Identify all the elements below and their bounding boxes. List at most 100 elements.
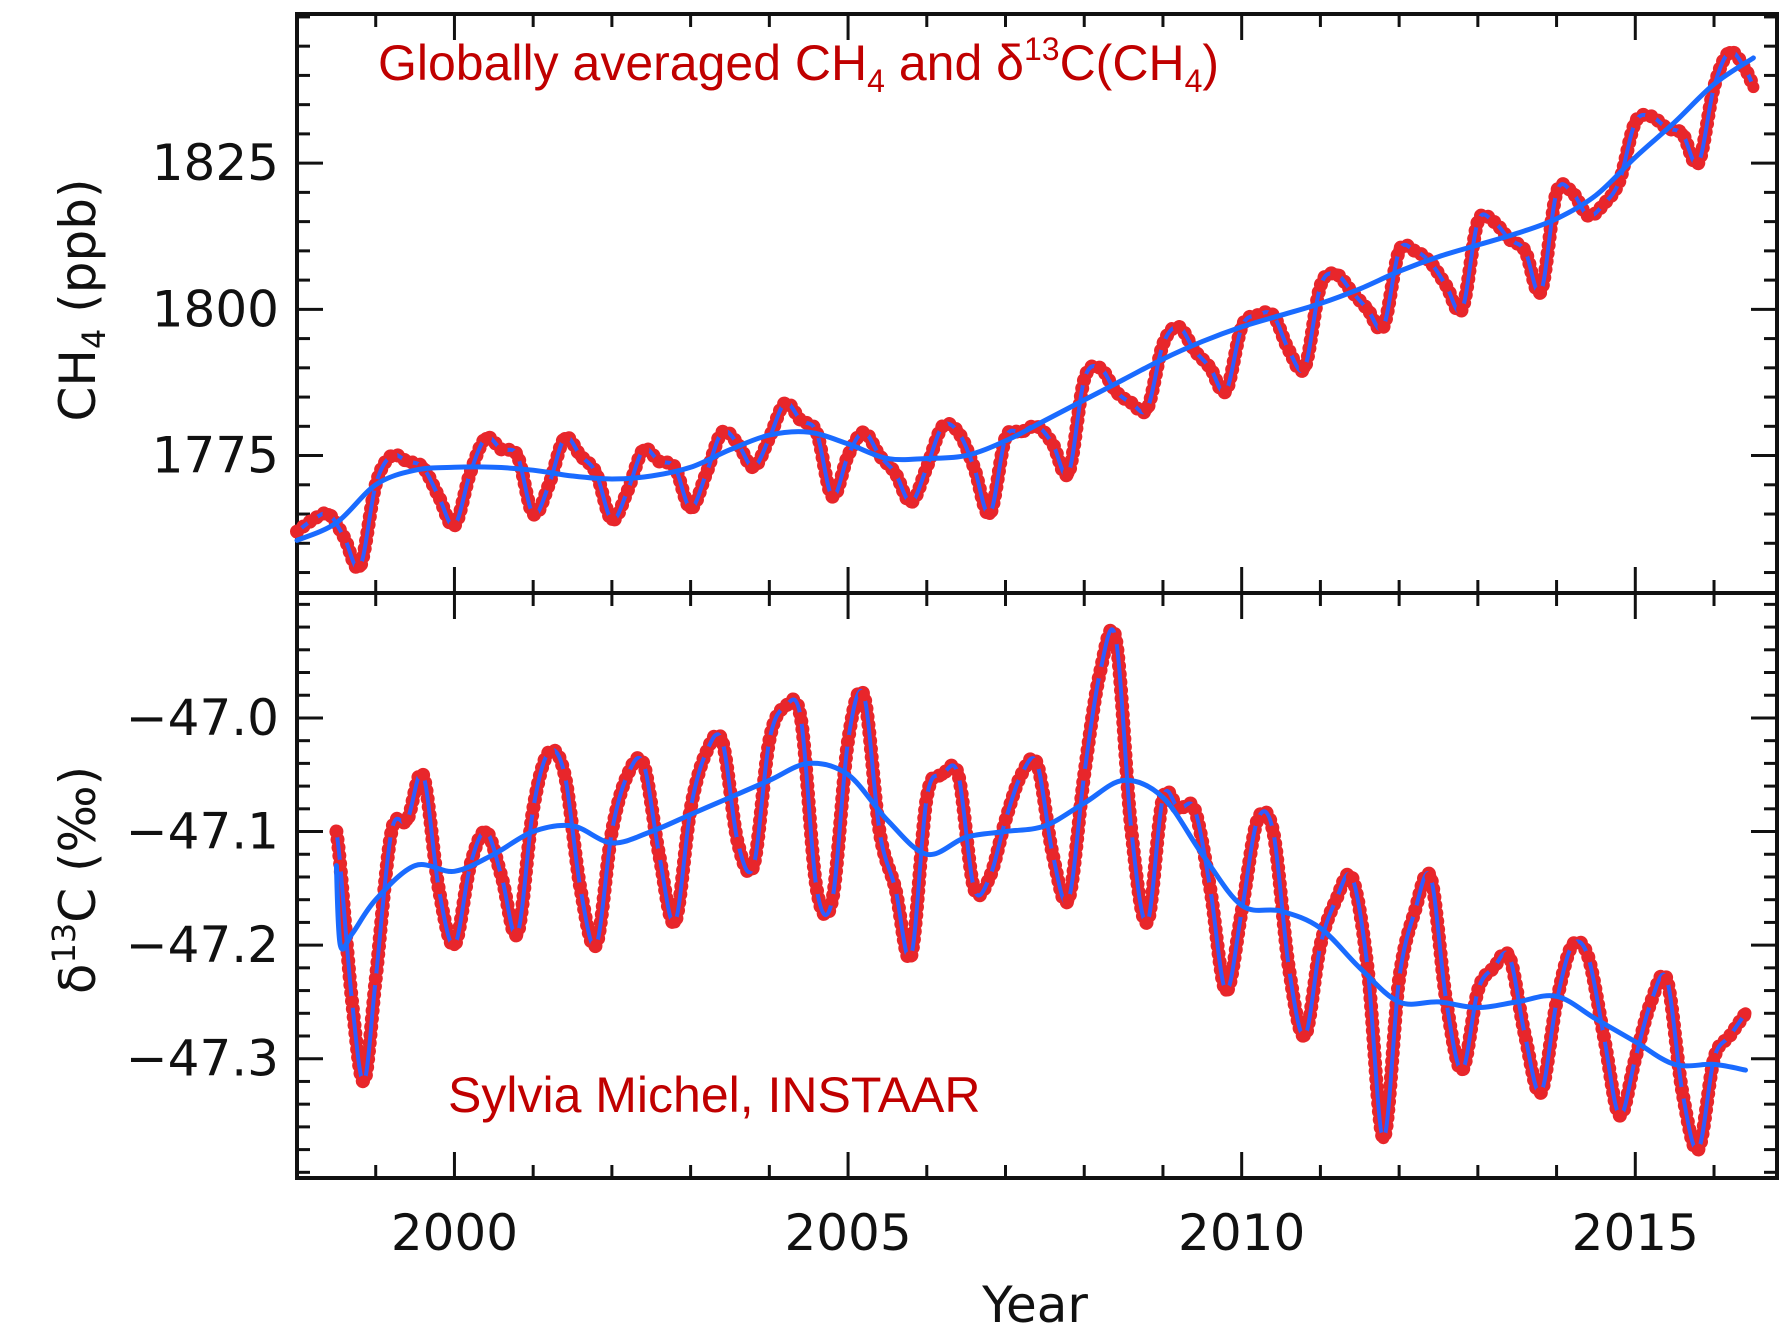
observation-point xyxy=(1282,344,1295,357)
observation-point xyxy=(621,484,634,497)
observation-point xyxy=(716,734,729,747)
observation-point xyxy=(700,467,713,480)
observation-point xyxy=(889,882,902,895)
observation-point xyxy=(826,490,839,503)
y-tick-label: 1775 xyxy=(152,427,279,485)
observation-point xyxy=(542,478,555,491)
y-tick-label: −47.2 xyxy=(126,916,279,974)
observation-point xyxy=(338,531,351,544)
y-tick-label: −47.3 xyxy=(126,1030,279,1088)
observation-point xyxy=(1550,186,1563,199)
observation-point xyxy=(495,443,508,456)
observation-point xyxy=(1723,46,1736,58)
observation-point xyxy=(1157,338,1169,351)
top-y-axis-title-unit: (ppb) xyxy=(49,179,107,329)
observation-point xyxy=(479,825,492,838)
observation-point xyxy=(1062,893,1075,906)
observation-point xyxy=(747,461,760,474)
observation-point xyxy=(1251,814,1264,827)
observation-point xyxy=(432,490,445,503)
observation-point xyxy=(842,449,855,462)
chart-title: Globally averaged CH4 and δ13C(CH4) xyxy=(378,31,1219,99)
observation-point xyxy=(1062,467,1075,480)
observation-point xyxy=(1747,81,1760,94)
observation-point xyxy=(574,882,587,895)
title-mid2: C(CH xyxy=(1060,35,1185,91)
observation-point xyxy=(1393,973,1406,986)
observation-point xyxy=(1141,916,1154,929)
observation-point xyxy=(637,443,650,456)
observation-point xyxy=(1613,1109,1626,1122)
observation-point xyxy=(1219,385,1232,398)
observation-point xyxy=(479,432,492,444)
observation-point xyxy=(1487,215,1500,228)
observation-point xyxy=(794,712,807,724)
observation-point xyxy=(1251,309,1264,322)
observation-point xyxy=(1645,110,1657,123)
bottom-axis-ticks: −47.3 −47.2 −47.1 −47.0 2000 2005 2010 2015 xyxy=(126,593,1777,1262)
observation-point xyxy=(1597,1030,1610,1042)
observations-dots xyxy=(290,44,1761,576)
observation-point xyxy=(1125,825,1138,838)
observation-point xyxy=(417,768,429,781)
observation-point xyxy=(842,734,855,747)
observation-point xyxy=(385,825,398,838)
observation-point xyxy=(1361,303,1374,316)
observation-point xyxy=(432,882,445,895)
observation-point xyxy=(330,825,343,838)
bottom-panel-frame xyxy=(295,591,1779,1180)
bottom-y-axis-title-sup: 13 xyxy=(45,923,83,964)
observation-point xyxy=(574,449,587,462)
observation-point xyxy=(558,432,571,444)
title-sup: 13 xyxy=(1024,31,1060,67)
observation-point xyxy=(653,455,666,468)
observation-point xyxy=(1424,871,1437,883)
observation-point xyxy=(354,560,366,573)
observation-point xyxy=(1031,757,1043,770)
observation-point xyxy=(983,871,996,883)
observation-point xyxy=(889,467,902,480)
observation-point xyxy=(684,502,697,515)
observation-point xyxy=(1204,361,1217,374)
observation-point xyxy=(448,519,461,532)
observation-point xyxy=(1692,1143,1705,1156)
observation-point xyxy=(779,396,792,409)
observation-point xyxy=(401,814,414,827)
bottom-plot-area xyxy=(329,622,1753,1158)
observation-point xyxy=(464,467,477,480)
observation-point xyxy=(1109,385,1122,398)
observation-point xyxy=(291,525,303,538)
trend-line xyxy=(333,760,1748,1073)
y-tick-label: −47.1 xyxy=(126,803,279,861)
observation-point xyxy=(968,882,980,895)
observation-point xyxy=(1219,984,1232,997)
title-sub2: 4 xyxy=(1185,63,1203,99)
observation-point xyxy=(920,461,933,474)
observation-point xyxy=(1141,402,1154,415)
observation-point xyxy=(1676,1086,1689,1099)
y-tick-label: 1800 xyxy=(152,280,279,338)
author-annotation: Sylvia Michel, INSTAAR xyxy=(448,1067,981,1123)
observation-point xyxy=(590,939,603,952)
observation-point xyxy=(920,791,933,804)
observations-line xyxy=(295,49,1756,571)
y-tick-label: −47.0 xyxy=(126,689,279,747)
observation-point xyxy=(1723,1030,1736,1042)
observation-point xyxy=(1314,280,1327,292)
observation-point xyxy=(511,449,524,462)
observation-point xyxy=(763,734,776,747)
observation-point xyxy=(1597,198,1610,211)
observation-point xyxy=(1408,244,1421,257)
observation-point xyxy=(1078,373,1091,386)
observation-point xyxy=(1204,882,1217,895)
top-axis-ticks: 1775 1800 1825 xyxy=(152,14,1777,593)
observation-point xyxy=(810,882,823,895)
observation-point xyxy=(1314,939,1327,952)
observation-point xyxy=(527,802,540,815)
observation-point xyxy=(747,859,760,872)
observation-point xyxy=(826,893,839,906)
title-mid: and δ xyxy=(885,35,1024,91)
observation-point xyxy=(1739,1007,1752,1020)
observation-point xyxy=(1629,1052,1642,1065)
